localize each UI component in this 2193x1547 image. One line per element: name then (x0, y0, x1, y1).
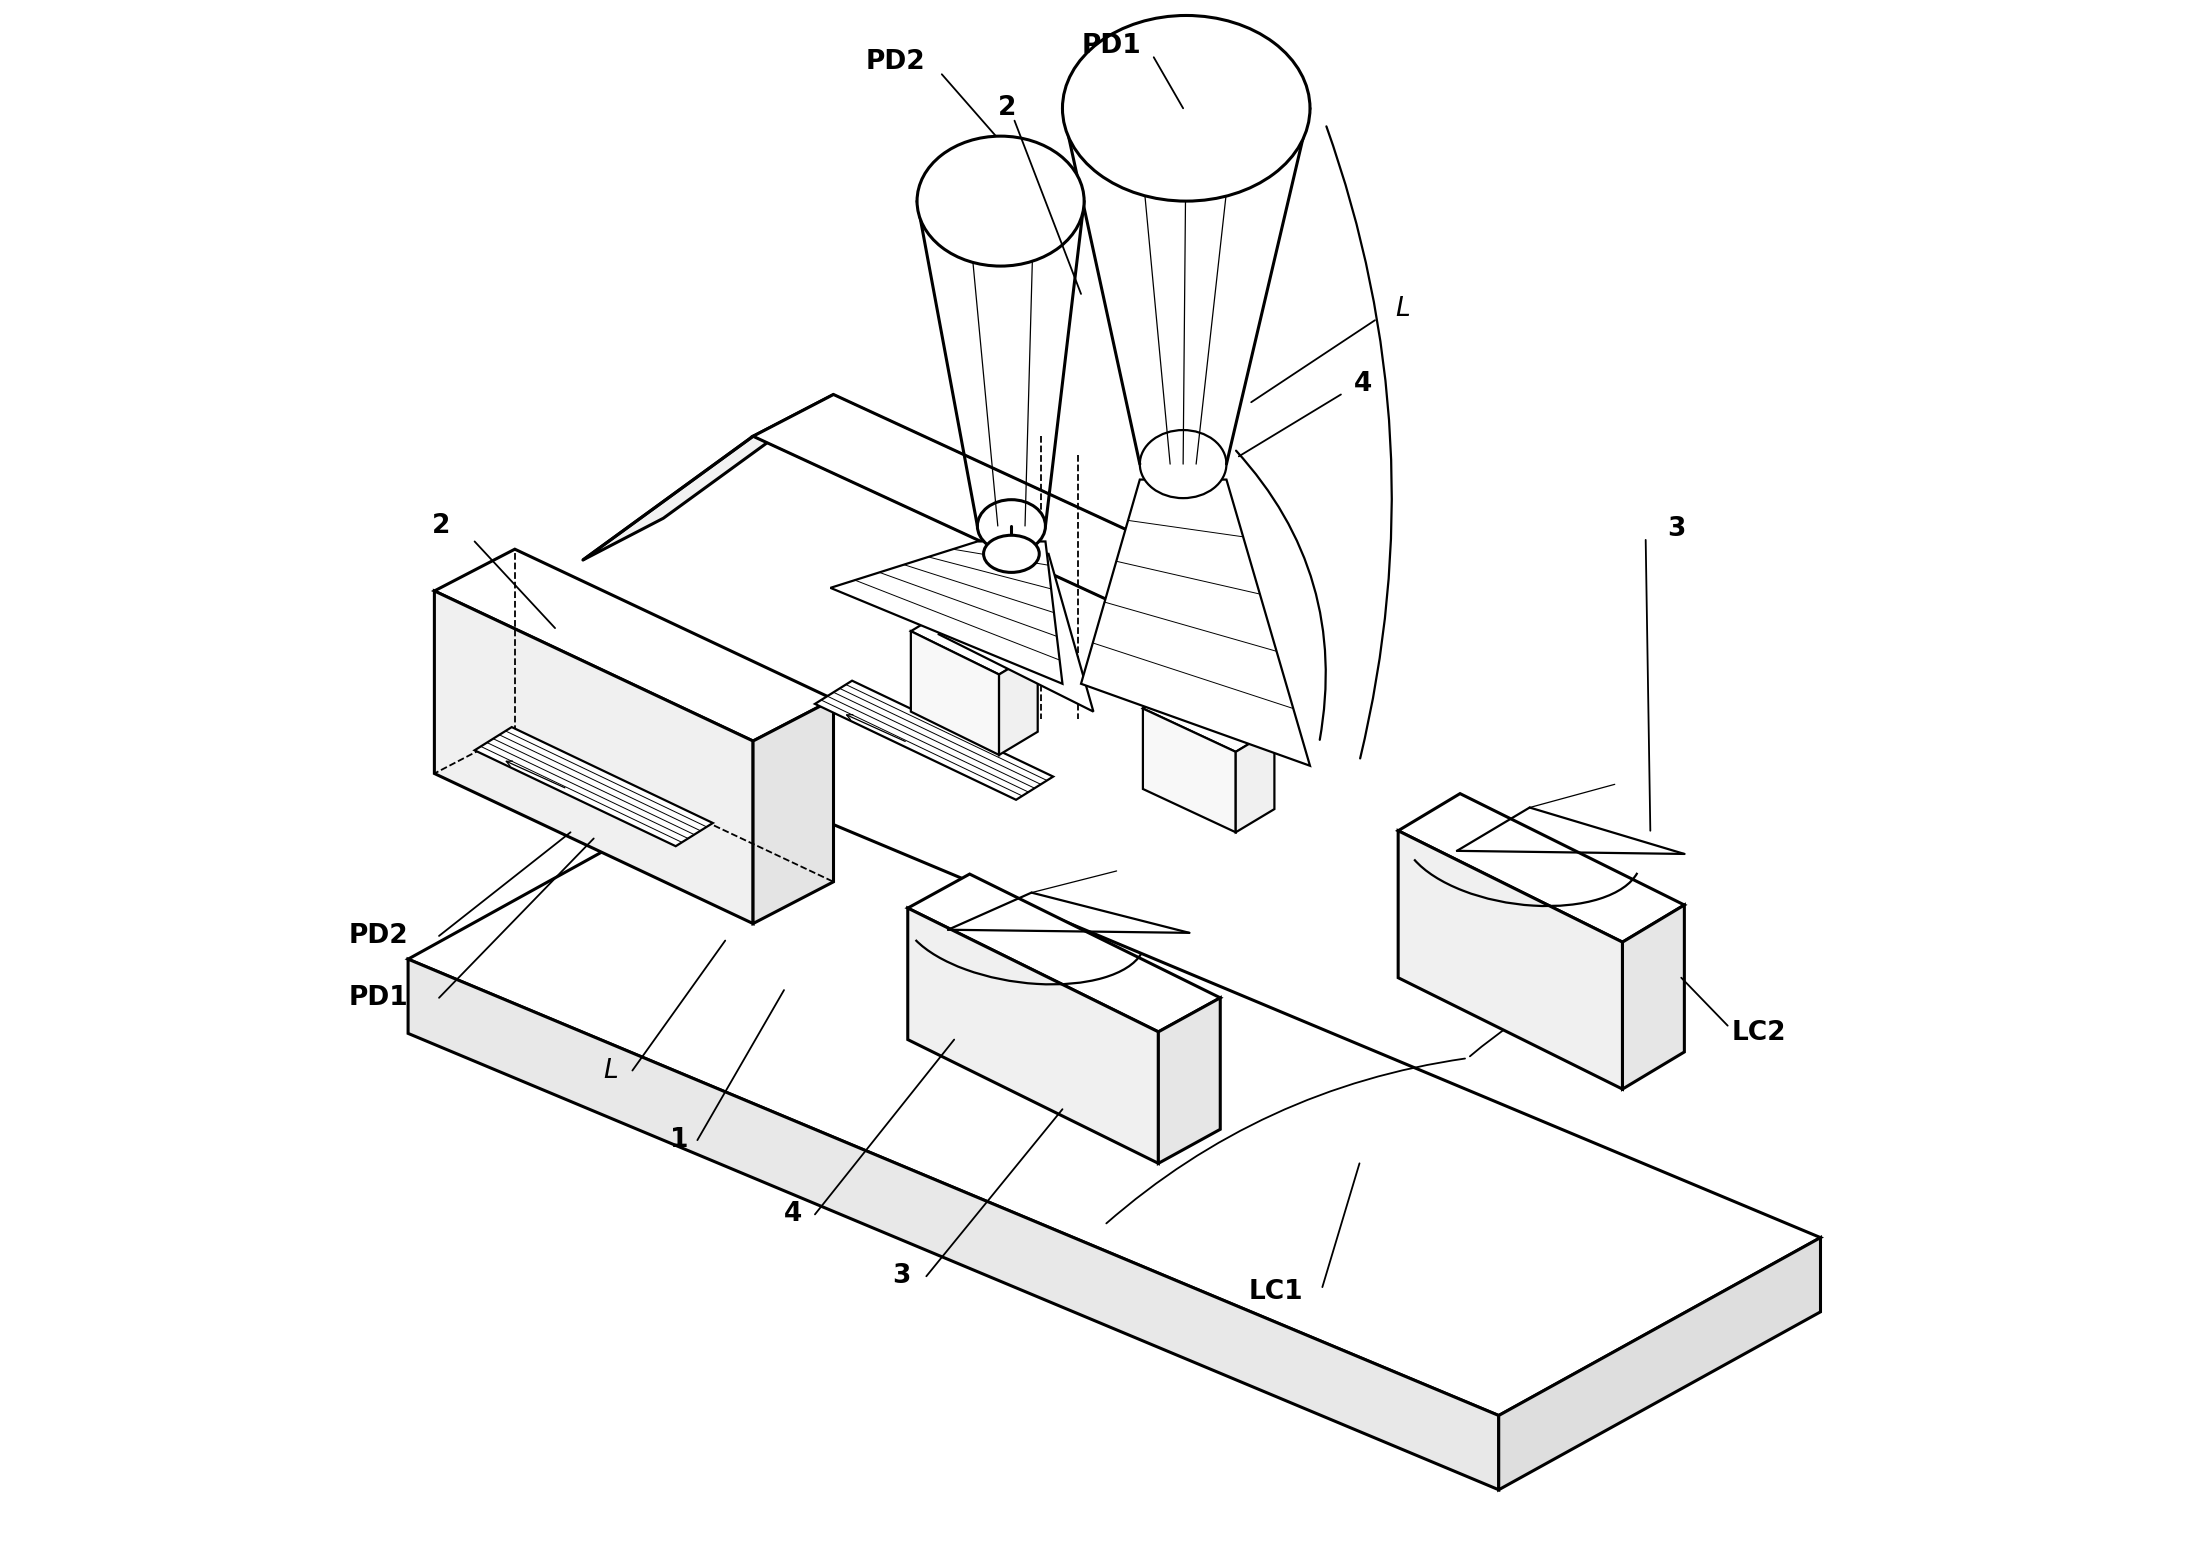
Polygon shape (1399, 831, 1623, 1089)
Polygon shape (1235, 729, 1274, 832)
Text: 2: 2 (998, 96, 1015, 121)
Text: PD1: PD1 (349, 985, 408, 1010)
Polygon shape (1143, 685, 1274, 752)
Polygon shape (434, 549, 833, 741)
Polygon shape (939, 554, 1094, 712)
Text: PD2: PD2 (866, 50, 925, 74)
Polygon shape (408, 781, 1820, 1416)
Text: L: L (1395, 297, 1410, 322)
Text: 4: 4 (1353, 371, 1371, 396)
Ellipse shape (1140, 430, 1226, 498)
Polygon shape (1158, 998, 1219, 1163)
Polygon shape (1498, 1238, 1820, 1490)
Polygon shape (908, 874, 1219, 1032)
Polygon shape (1623, 905, 1684, 1089)
Polygon shape (752, 699, 833, 924)
Text: L: L (603, 1058, 618, 1083)
Polygon shape (910, 608, 1037, 674)
Polygon shape (816, 681, 1053, 800)
Polygon shape (831, 541, 1061, 684)
Polygon shape (1000, 651, 1037, 755)
Text: PD1: PD1 (1081, 34, 1143, 59)
Ellipse shape (917, 136, 1083, 266)
Polygon shape (908, 908, 1158, 1163)
Polygon shape (408, 959, 1498, 1490)
Ellipse shape (978, 500, 1046, 552)
Ellipse shape (1061, 15, 1309, 201)
Polygon shape (1143, 709, 1235, 832)
Polygon shape (1081, 480, 1309, 766)
Polygon shape (910, 631, 1000, 755)
Text: 1: 1 (669, 1128, 689, 1153)
Ellipse shape (985, 535, 1039, 572)
Polygon shape (1399, 794, 1684, 942)
Text: 3: 3 (893, 1264, 910, 1289)
Polygon shape (752, 394, 1235, 622)
Text: 3: 3 (1667, 517, 1686, 541)
Polygon shape (434, 591, 752, 924)
Polygon shape (583, 394, 833, 560)
Text: LC2: LC2 (1730, 1021, 1785, 1046)
Text: LC1: LC1 (1248, 1279, 1303, 1304)
Text: 4: 4 (785, 1202, 803, 1227)
Text: 2: 2 (432, 514, 450, 538)
Polygon shape (474, 727, 713, 846)
Text: PD2: PD2 (349, 924, 408, 948)
